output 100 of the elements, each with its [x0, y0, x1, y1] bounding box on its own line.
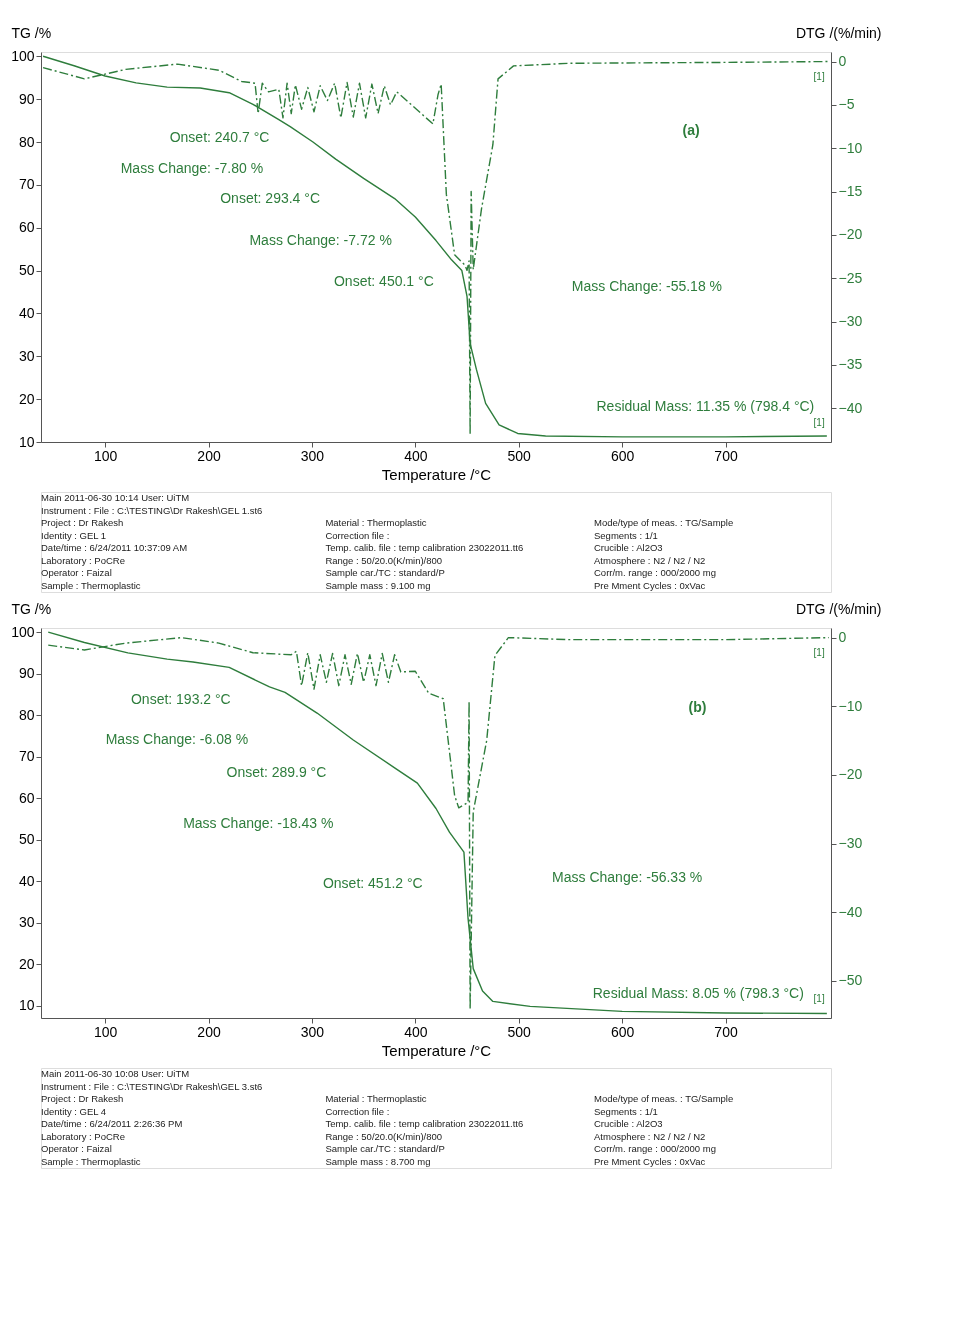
text: Pre Mment Cycles : 0xVac [594, 1155, 706, 1167]
annotation: Onset: 240.7 °C [169, 129, 270, 146]
y-tick-label: 40 [18, 872, 35, 889]
annotation: (a) [682, 122, 700, 139]
x-tick-label: 200 [197, 1023, 221, 1040]
x-tick-label: 500 [507, 1023, 532, 1040]
annotation: Onset: 451.2 °C [322, 875, 423, 892]
text: Identity : GEL 4 [41, 1105, 107, 1117]
text: Sample mass : 8.700 mg [325, 1155, 431, 1167]
y-tick-label: 30 [18, 347, 35, 364]
annotation: (b) [688, 698, 707, 715]
text: Operator : Faizal [41, 567, 112, 579]
y-tick-label: 10 [18, 997, 35, 1014]
y-tick-label: 70 [18, 176, 35, 193]
x-tick-label: 600 [610, 1023, 635, 1040]
x-axis-title: Temperature /°C [381, 1041, 492, 1059]
annotation: Mass Change: -7.80 % [120, 159, 264, 176]
y2-tick-label: −5 [838, 96, 855, 113]
y-tick-label: 50 [18, 262, 35, 279]
text: Crucible : Al2O3 [594, 542, 663, 554]
y-tick-label: 20 [18, 955, 35, 972]
y2-tick-label: −30 [838, 835, 863, 852]
text: Mode/type of meas. : TG/Sample [594, 1093, 734, 1105]
annotation: Mass Change: -55.18 % [571, 277, 723, 294]
y-tick-label: 80 [18, 133, 35, 150]
annotation: [1] [813, 647, 825, 659]
x-tick-label: 600 [610, 447, 635, 464]
text: Range : 50/20.0(K/min)/800 [325, 554, 443, 566]
text: Temp. calib. file : temp calibration 23022011.tt6 [325, 1118, 524, 1130]
text: Operator : Faizal [41, 1143, 112, 1155]
text: Correction file : [325, 1105, 390, 1117]
y2-tick-label: −40 [838, 903, 863, 920]
text: Date/time : 6/24/2011 10:37:09 AM [41, 542, 188, 554]
text: Sample car./TC : standard/P [325, 1143, 445, 1155]
x-tick-label: 500 [507, 447, 532, 464]
x-tick-label: 400 [404, 1023, 428, 1040]
text: Material : Thermoplastic [325, 517, 427, 529]
y-tick-label: 30 [18, 914, 35, 931]
annotation: Residual Mass: 8.05 % (798.3 °C) [592, 984, 804, 1001]
annotation: Onset: 293.4 °C [220, 190, 320, 207]
y2-tick-label: −35 [838, 356, 863, 373]
x-tick-label: 300 [300, 447, 325, 464]
annotation: Onset: 450.1 °C [333, 273, 434, 290]
text: Project : Dr Rakesh [41, 1093, 124, 1105]
y-axis-title: TG /% [11, 600, 52, 617]
text: Range : 50/20.0(K/min)/800 [325, 1130, 443, 1142]
text: Crucible : Al2O3 [594, 1118, 663, 1130]
y-tick-label: 60 [18, 219, 35, 236]
text: Segments : 1/1 [594, 1105, 658, 1117]
text: Laboratory : PoCRe [41, 554, 125, 566]
y2-tick-label: −25 [838, 269, 863, 286]
y2-tick-label: −15 [838, 183, 863, 200]
y-tick-label: 10 [18, 433, 35, 450]
annotation: [1] [813, 71, 825, 83]
y-tick-label: 90 [18, 90, 35, 107]
annotation: [1] [813, 416, 825, 428]
text: Corr/m. range : 000/2000 mg [594, 567, 716, 579]
y-tick-label: 70 [18, 748, 35, 765]
y2-tick-label: 0 [838, 629, 847, 646]
y2-axis-title: DTG /(%/min) [795, 24, 882, 41]
annotation: Mass Change: -18.43 % [183, 814, 334, 831]
annotation: Onset: 193.2 °C [130, 690, 231, 707]
y2-tick-label: −20 [838, 226, 863, 243]
y-tick-label: 50 [18, 831, 35, 848]
text: Instrument : File : C:\TESTING\Dr Rakesh\GEL 3.st6 [41, 1080, 263, 1092]
text: Laboratory : PoCRe [41, 1130, 125, 1142]
text: Date/time : 6/24/2011 2:26:36 PM [41, 1118, 183, 1130]
y-tick-label: 80 [18, 706, 35, 723]
annotation: Mass Change: -6.08 % [105, 731, 249, 748]
x-tick-label: 700 [714, 1023, 738, 1040]
text: Sample mass : 9.100 mg [325, 579, 431, 591]
y-tick-label: 90 [18, 665, 35, 682]
x-tick-label: 100 [93, 447, 118, 464]
y2-tick-label: 0 [838, 53, 847, 70]
x-axis-title: Temperature /°C [381, 465, 492, 483]
text: Sample : Thermoplastic [41, 579, 141, 591]
x-tick-label: 700 [714, 447, 738, 464]
y-tick-label: 100 [11, 47, 35, 64]
y-tick-label: 40 [18, 304, 35, 321]
text: Segments : 1/1 [594, 529, 658, 541]
text: Project : Dr Rakesh [41, 517, 124, 529]
text: Temp. calib. file : temp calibration 23022011.tt6 [325, 542, 524, 554]
text: Pre Mment Cycles : 0xVac [594, 579, 706, 591]
text: Main 2011-06-30 10:08 User: UiTM [41, 1068, 190, 1080]
y2-tick-label: −50 [838, 972, 863, 989]
text: Correction file : [325, 529, 390, 541]
annotation: Onset: 289.9 °C [226, 764, 327, 781]
annotation: Mass Change: -7.72 % [249, 232, 392, 249]
y-axis-title: TG /% [11, 24, 52, 41]
y-tick-label: 100 [11, 623, 35, 640]
x-tick-label: 200 [197, 447, 221, 464]
text: Corr/m. range : 000/2000 mg [594, 1143, 716, 1155]
x-tick-label: 100 [93, 1023, 118, 1040]
text: Atmosphere : N2 / N2 / N2 [594, 554, 706, 566]
text: Atmosphere : N2 / N2 / N2 [594, 1130, 706, 1142]
y2-tick-label: −30 [838, 313, 863, 330]
y2-tick-label: −10 [838, 697, 863, 714]
y-tick-label: 60 [18, 789, 35, 806]
y2-tick-label: −10 [838, 139, 863, 156]
text: Main 2011-06-30 10:14 User: UiTM [41, 492, 190, 504]
